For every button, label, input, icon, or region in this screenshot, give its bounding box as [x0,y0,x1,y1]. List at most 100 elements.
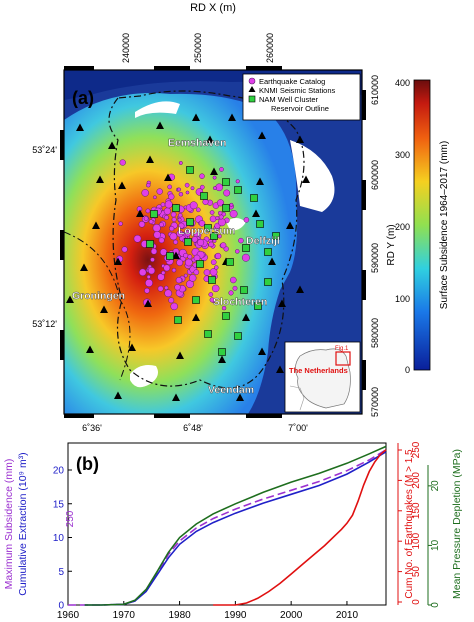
right-axis-title-earthquakes: Cum No. of Earthquakes (M > 1.5 [404,449,415,599]
earthquake-marker [185,190,190,195]
seismic-station-marker [192,313,200,321]
left-annotation: 250 [65,510,76,527]
left-tick-label: 20 [53,466,65,477]
belgium-border [289,385,305,411]
seismic-station-marker [256,177,264,185]
colorbar-title: Surface Subsidence 1964–2017 (mm) [439,141,450,309]
earthquake-legend-icon [248,77,256,85]
seismic-station-marker [86,345,94,353]
earthquake-marker [144,287,150,294]
seismic-station-marker [176,351,184,359]
earthquake-marker [190,186,195,191]
map-frame-ticks [60,66,366,418]
well-cluster-marker [184,238,192,246]
colorbar-tick: 200 [395,222,410,232]
well-cluster-marker [222,178,230,186]
earthquake-marker [220,242,227,249]
well-cluster-marker [256,220,264,228]
seismic-station-marker [128,343,136,351]
place-label: Veendam [208,384,254,396]
earthquake-marker [178,161,183,165]
colorbar-tick: 400 [395,78,410,88]
earthquake-marker [223,189,231,197]
earthquake-marker [189,201,198,210]
earthquake-marker [235,249,240,254]
earthquake-marker [193,269,200,276]
series-line-earthquakes [213,449,387,606]
well-cluster-marker [172,204,180,212]
chart-plot-area [67,442,387,606]
station-legend-icon [248,86,256,92]
seismic-station-marker [268,257,276,265]
right-tick-label-red: 150 [411,502,422,519]
earthquake-marker [198,220,206,227]
legend-label: Reservoir Outline [271,104,329,113]
seismic-station-marker [228,113,236,121]
well-cluster-marker [264,248,272,256]
earthquake-marker [215,183,224,192]
earthquake-marker [146,274,151,279]
well-legend-icon [248,95,256,103]
legend-label: NAM Well Cluster [259,95,319,104]
seismic-station-marker [100,305,108,313]
well-cluster-marker [264,278,272,286]
x-tick-label: 1970 [113,610,136,621]
coast-outline [135,101,180,118]
seismic-station-marker [206,135,214,143]
seismic-station-marker [66,295,74,303]
left-tick-label: 10 [53,533,65,544]
earthquake-marker [153,195,157,200]
panel-label-a: (a) [72,88,94,108]
right-tick-label-green: 0 [430,602,441,608]
well-cluster-marker [210,232,218,240]
seismic-station-marker [156,121,164,129]
earthquake-marker [178,222,185,229]
earthquake-marker [187,254,193,260]
lake-shape [226,218,246,231]
earthquake-marker [163,264,171,272]
right-axis-pressure: 0 10 20 [427,465,441,608]
earthquake-marker [218,214,224,220]
well-cluster-marker [166,252,174,260]
seismic-station-marker [192,113,200,121]
earthquake-marker [145,279,153,287]
earthquake-marker [145,208,151,214]
well-cluster-marker [192,296,200,304]
earthquake-marker [197,238,205,247]
left-axis: 0 5 10 15 20 [53,466,72,612]
seismic-station-marker [236,393,244,401]
earthquake-marker [146,182,151,188]
seismic-station-marker [114,391,122,399]
study-area-box [335,351,351,366]
map-panel: RD X (m) 240000 250000 260000 [32,2,450,433]
seismic-station-marker [276,365,284,373]
earthquake-marker [202,198,209,205]
earthquake-marker [153,231,161,239]
place-label: Delfzijl [246,235,280,247]
series-line-pressure [84,445,387,606]
earthquake-marker [163,207,172,215]
seismic-station-marker [76,123,84,131]
earthquake-marker [209,268,218,276]
well-cluster-marker [204,224,212,232]
earthquake-marker [147,267,156,275]
earthquake-marker [158,237,165,244]
right-tick-label-red: 50 [411,566,422,578]
top-axis-title: RD X (m) [190,2,236,14]
earthquake-marker [235,179,240,184]
x-tick-label: 2010 [336,610,359,621]
seismic-station-marker [302,175,310,183]
seismic-station-marker [296,135,304,143]
bottom-tick-label: 6˚48' [183,423,203,433]
inset-map: Fig.1 The Netherlands [284,341,361,413]
earthquake-marker [183,273,188,278]
colorbar-scale [413,79,431,371]
dollard-estuary [290,140,335,212]
well-cluster-marker [174,316,182,324]
earthquake-marker [168,193,175,200]
top-tick-label: 250000 [193,33,203,63]
earthquake-marker [232,285,238,291]
right-tick-label-red: 100 [411,532,422,549]
earthquake-marker [133,234,142,243]
